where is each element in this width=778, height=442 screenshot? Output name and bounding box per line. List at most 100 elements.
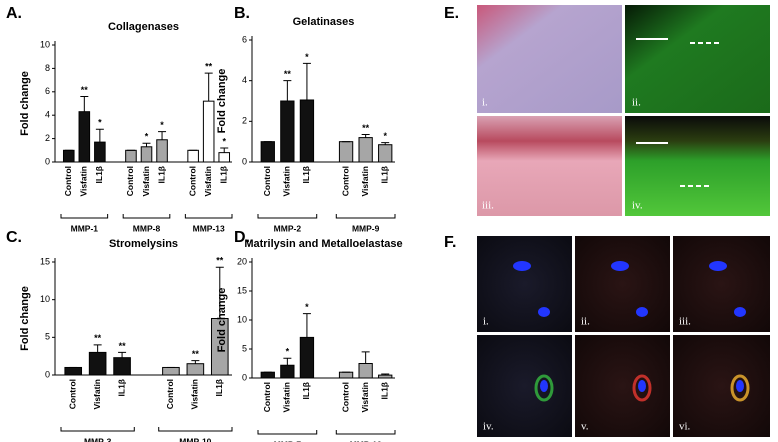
tile-label: ii. bbox=[632, 97, 641, 109]
y-tick-label: 15 bbox=[40, 256, 50, 266]
y-tick-label: 6 bbox=[242, 34, 247, 44]
error-bar bbox=[215, 266, 224, 319]
significance: * bbox=[286, 347, 290, 357]
group-label: MMP-10 bbox=[179, 436, 211, 442]
significance: * bbox=[145, 132, 149, 142]
bar bbox=[187, 149, 199, 163]
x-tick-label: Control bbox=[67, 379, 77, 409]
x-tick-label: Visfatin bbox=[360, 382, 370, 413]
micrograph bbox=[575, 236, 670, 332]
error-bar bbox=[361, 351, 370, 364]
error-bar bbox=[283, 80, 292, 101]
y-axis-label: Fold change bbox=[216, 69, 228, 134]
error-bar bbox=[158, 131, 167, 140]
chart: D.Matrilysin and Metalloelastase Fold cha… bbox=[216, 229, 403, 442]
significance: ** bbox=[81, 85, 89, 95]
bar bbox=[62, 149, 75, 163]
bar bbox=[280, 364, 295, 379]
group-label: MMP-12 bbox=[350, 439, 382, 442]
x-tick-label: Control bbox=[262, 166, 272, 196]
bar bbox=[338, 141, 354, 163]
y-tick-label: 2 bbox=[45, 133, 50, 143]
group-bracket bbox=[60, 427, 135, 432]
error-bar bbox=[381, 373, 390, 376]
chart: C. Stromelysins Fold change 0 5 10 15 Control **… bbox=[6, 229, 233, 442]
x-tick-label: Control bbox=[63, 166, 73, 196]
x-tick-label: Visfatin bbox=[79, 166, 89, 197]
panel-label: F. bbox=[444, 234, 456, 251]
x-tick-label: Control bbox=[340, 382, 350, 412]
x-tick-label: Control bbox=[125, 166, 135, 196]
error-bar bbox=[95, 128, 104, 143]
error-bar bbox=[302, 62, 311, 100]
significance: ** bbox=[284, 69, 292, 79]
bar bbox=[64, 366, 83, 376]
panel-label: B. bbox=[234, 5, 250, 22]
bar bbox=[280, 100, 295, 163]
group-label: MMP-2 bbox=[274, 223, 302, 233]
x-tick-label: IL1β bbox=[156, 166, 166, 183]
y-tick-label: 6 bbox=[45, 86, 50, 96]
y-tick-label: 10 bbox=[40, 39, 50, 49]
tile-label: ii. bbox=[581, 316, 590, 328]
bar bbox=[113, 357, 131, 376]
chart-title: Stromelysins bbox=[109, 238, 178, 250]
group-label: MMP-3 bbox=[84, 436, 112, 442]
chart-title: Matrilysin and Metalloelastase bbox=[244, 238, 402, 250]
bar bbox=[94, 141, 106, 163]
tile-label: i. bbox=[483, 316, 489, 328]
x-tick-label: IL1β bbox=[218, 166, 228, 183]
y-tick-label: 0 bbox=[242, 156, 247, 166]
error-bar bbox=[220, 147, 229, 153]
x-tick-label: Visfatin bbox=[203, 166, 213, 197]
group-bracket bbox=[184, 214, 233, 219]
group-bracket bbox=[257, 430, 318, 435]
y-tick-label: 4 bbox=[45, 110, 50, 120]
bar bbox=[378, 374, 393, 379]
significance: * bbox=[305, 302, 309, 312]
bar bbox=[378, 144, 393, 163]
x-tick-label: Visfatin bbox=[282, 382, 292, 413]
x-tick-label: IL1β bbox=[379, 166, 389, 183]
group-label: MMP-1 bbox=[71, 223, 99, 233]
y-tick-label: 8 bbox=[45, 63, 50, 73]
group-bracket bbox=[60, 214, 109, 219]
tile-label: iii. bbox=[679, 316, 691, 328]
x-tick-label: IL1β bbox=[214, 379, 224, 396]
significance: ** bbox=[119, 341, 127, 351]
significance: ** bbox=[94, 333, 102, 343]
micrograph bbox=[673, 335, 770, 437]
bar bbox=[88, 351, 107, 376]
error-bar bbox=[191, 360, 200, 364]
significance: * bbox=[222, 136, 226, 146]
bar bbox=[186, 363, 205, 376]
group-bracket bbox=[335, 430, 396, 435]
significance: * bbox=[305, 52, 309, 62]
y-tick-label: 5 bbox=[45, 332, 50, 342]
significance: ** bbox=[362, 123, 370, 133]
tile-label: v. bbox=[581, 421, 589, 433]
error-bar bbox=[361, 134, 370, 138]
y-tick-label: 0 bbox=[45, 369, 50, 379]
bar bbox=[299, 336, 315, 379]
bar bbox=[338, 371, 354, 379]
x-tick-label: Control bbox=[262, 382, 272, 412]
error-bar bbox=[80, 95, 89, 112]
significance: ** bbox=[192, 349, 200, 359]
error-bar bbox=[93, 344, 102, 353]
bar bbox=[140, 146, 153, 163]
group-label: MMP-9 bbox=[352, 223, 380, 233]
group-bracket bbox=[158, 427, 233, 432]
group-label: MMP-13 bbox=[193, 223, 225, 233]
tile-label: iv. bbox=[632, 200, 643, 212]
tile-label: i. bbox=[482, 97, 488, 109]
y-tick-label: 2 bbox=[242, 116, 247, 126]
y-tick-label: 0 bbox=[242, 372, 247, 382]
significance: ** bbox=[205, 61, 213, 71]
x-tick-label: IL1β bbox=[301, 382, 311, 399]
x-tick-label: Visfatin bbox=[282, 166, 292, 197]
micrograph bbox=[575, 335, 670, 437]
group-bracket bbox=[122, 214, 171, 219]
